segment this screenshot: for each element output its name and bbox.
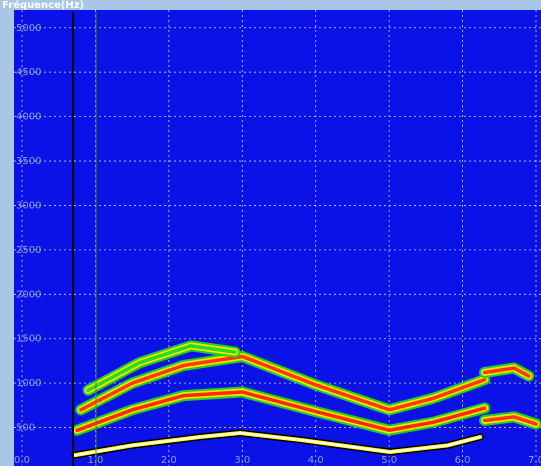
y-tick-label: 3500 bbox=[16, 156, 41, 167]
harmonic-track bbox=[482, 366, 531, 378]
y-tick-label: 2000 bbox=[16, 289, 41, 300]
x-tick-label: 1.0 bbox=[87, 455, 103, 466]
y-tick-label: 1500 bbox=[16, 334, 41, 345]
y-tick-label: 1000 bbox=[16, 378, 41, 389]
y-tick-label: 5000 bbox=[16, 23, 41, 34]
harmonic-track bbox=[75, 390, 487, 432]
x-tick-label: 3.0 bbox=[234, 455, 250, 466]
y-tick-label: 4500 bbox=[16, 67, 41, 78]
chart-title: Fréquence(Hz) bbox=[2, 0, 84, 11]
harmonic-track bbox=[78, 354, 487, 412]
harmonic-track bbox=[482, 415, 538, 426]
y-tick-label: 3000 bbox=[16, 200, 41, 211]
harmonic-track bbox=[86, 344, 237, 393]
x-tick-label: 7.0 bbox=[528, 455, 541, 466]
x-tick-label: 0.0 bbox=[14, 455, 30, 466]
y-tick-label: 4000 bbox=[16, 112, 41, 123]
x-tick-label: 6.0 bbox=[455, 455, 471, 466]
x-tick-label: 4.0 bbox=[308, 455, 324, 466]
harmonic-track bbox=[73, 431, 482, 457]
y-tick-label: 500 bbox=[16, 423, 35, 434]
y-tick-label: 2500 bbox=[16, 245, 41, 256]
x-tick-label: 2.0 bbox=[161, 455, 177, 466]
x-tick-label: 5.0 bbox=[381, 455, 397, 466]
